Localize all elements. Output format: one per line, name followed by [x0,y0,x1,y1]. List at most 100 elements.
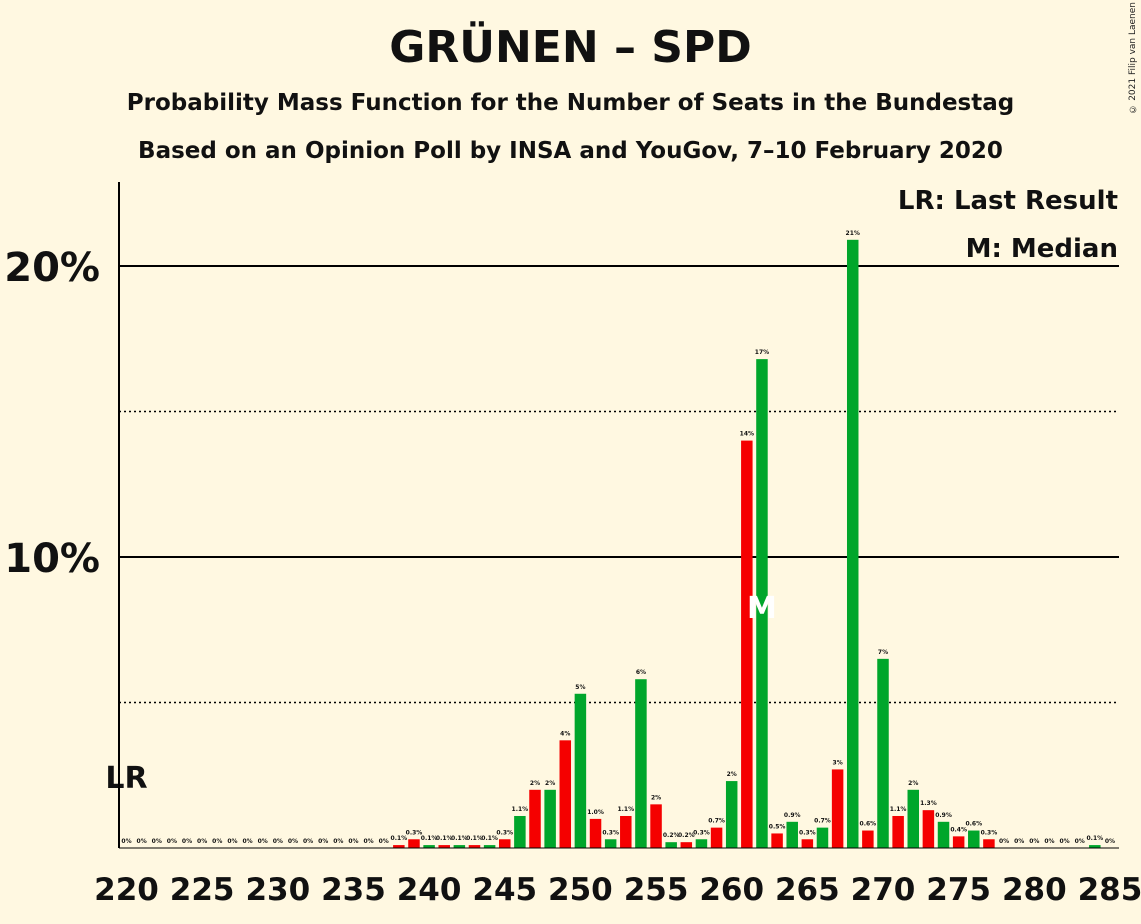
bar [756,359,768,848]
axes-group: 10% 20% 220 225 230 235 240 245 250 255 260 265 270 2… [4,182,1141,908]
bar-value-label: 1.1% [890,806,907,813]
bar-value-label: 0% [167,838,177,845]
bar [892,815,904,848]
bar-value-label: 7% [878,649,888,656]
bar [529,789,541,848]
bar [937,821,950,848]
bar [635,679,647,848]
bar-value-label: 0.3% [799,829,816,836]
bar-value-label: 1.3% [920,800,937,807]
bar-value-label: 0.4% [950,826,967,833]
bar [650,804,662,848]
y-tick-label: 10% [4,536,100,582]
bar-value-label: 0.3% [981,829,998,836]
bar [877,658,889,848]
x-tick-label: 265 [775,872,840,908]
x-tick-label: 270 [851,872,916,908]
bar [1089,845,1101,848]
bar [483,845,496,848]
bar [544,789,556,848]
bar-value-label: 0.1% [451,835,468,842]
bar-value-label: 0% [1014,838,1024,845]
bar-value-label: 0% [333,838,343,845]
chart-subtitle-1: Probability Mass Function for the Number… [126,90,1015,116]
bar-value-label: 21% [846,230,860,237]
gridlines [119,265,1119,704]
bar-value-label: 0.1% [391,835,408,842]
bar-value-label: 0% [1105,838,1115,845]
bar-value-label: 0% [121,838,131,845]
chart-subtitle-2: Based on an Opinion Poll by INSA and You… [138,138,1003,164]
bar-value-label: 0% [1044,838,1054,845]
x-tick-label: 240 [397,872,462,908]
bars-group [393,239,1101,848]
bar [468,845,481,848]
x-tick-label: 255 [624,872,689,908]
bar-value-label: 0% [197,838,207,845]
bar [846,239,859,848]
bar [968,830,980,848]
chart-title: GRÜNEN – SPD [389,22,752,73]
bar-value-label: 0% [273,838,283,845]
bar [862,830,874,848]
bar-value-label: 2% [530,780,540,787]
bar [952,836,965,848]
bar-value-label: 0% [258,838,268,845]
bar-value-label: 0% [379,838,389,845]
last-result-marker: LR [105,761,147,796]
bar-value-label: 14% [740,431,754,438]
legend-median: M: Median [966,234,1118,264]
bar-value-label: 0.1% [436,835,453,842]
bar [771,833,783,848]
bar-value-label: 0% [242,838,252,845]
bar [499,839,511,848]
bar [710,827,723,848]
bar [680,842,693,848]
bar [725,781,738,848]
x-tick-label: 280 [1002,872,1067,908]
bar-value-label: 5% [575,684,585,691]
bar [574,693,587,848]
bar [665,842,677,848]
bar-value-label: 0% [1029,838,1039,845]
bar-value-label: 1.0% [587,809,604,816]
x-tick-label: 225 [170,872,235,908]
bar-value-label: 2% [545,780,555,787]
bar-value-label: 0% [1059,838,1069,845]
bar-value-label: 0.3% [693,829,710,836]
bar-value-label: 2% [908,780,918,787]
bar [559,740,572,848]
bar [695,839,708,848]
bar-value-label: 0% [137,838,147,845]
bar-value-label: 0.9% [784,812,801,819]
bar-value-label: 0.7% [708,818,725,825]
x-tick-label: 220 [94,872,159,908]
bar [983,839,995,848]
bar-value-label: 0.6% [965,821,982,828]
bar [408,839,420,848]
x-tick-label: 250 [548,872,613,908]
bar-value-label: 0.1% [421,835,438,842]
bar-value-label: 0.1% [466,835,483,842]
bar-value-label: 1.1% [512,806,529,813]
bar-value-label: 0.6% [860,821,877,828]
bar-value-label: 0.3% [496,829,513,836]
bar-value-label: 6% [636,669,646,676]
x-tick-label: 230 [245,872,310,908]
bar-value-label: 0.2% [678,832,695,839]
bar-value-label: 1.1% [617,806,634,813]
bar-value-label: 0.7% [814,818,831,825]
bar-value-label: 0.3% [602,829,619,836]
bar [907,789,920,848]
bar-value-label: 0% [212,838,222,845]
bar-value-label: 0% [288,838,298,845]
legend-last-result: LR: Last Result [898,186,1118,216]
bar-value-label: 4% [560,730,570,737]
bar [831,769,844,848]
bar-value-label: 2% [651,794,661,801]
x-tick-label: 275 [926,872,991,908]
bar-value-label: 0% [1075,838,1085,845]
bar-value-label: 0% [182,838,192,845]
bar [589,818,602,848]
